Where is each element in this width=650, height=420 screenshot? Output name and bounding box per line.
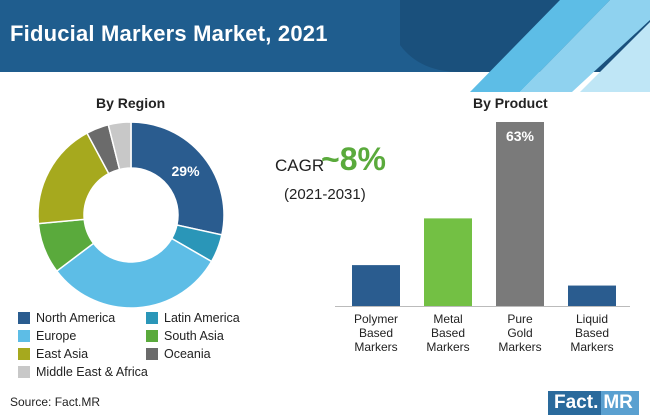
region-legend: North America Latin America Europe South As… [18, 311, 268, 383]
source-note: Source: Fact.MR [10, 395, 101, 409]
region-donut-chart: 29% [37, 121, 225, 309]
factmr-logo: Fact. MR [548, 391, 639, 415]
legend-label: Middle East & Africa [36, 365, 148, 379]
cagr-label: CAGR [275, 156, 325, 175]
bar-category-label: Liquid [576, 312, 608, 326]
bar-category-label: Pure [507, 312, 533, 326]
donut-slice-middle-east-africa [107, 121, 132, 171]
page-title: Fiducial Markers Market, 2021 [10, 21, 328, 46]
cagr-value: ~8% [321, 141, 386, 177]
legend-label: Europe [36, 329, 77, 343]
legend-label: Oceania [164, 347, 211, 361]
legend-item: Oceania [146, 347, 211, 361]
donut-slice-north-america [130, 121, 225, 236]
legend-item: North America [18, 311, 115, 325]
legend-item: East Asia [18, 347, 88, 361]
legend-label: East Asia [36, 347, 89, 361]
legend-item: Europe [18, 329, 76, 343]
legend-label: North America [36, 311, 116, 325]
cagr-period: (2021-2031) [284, 186, 366, 203]
bar-category-label: Based [575, 326, 609, 340]
legend-swatch [18, 366, 30, 378]
bar-category-label: Markers [570, 340, 613, 354]
bar-category-label: Polymer [354, 312, 398, 326]
bar-category-label: Based [431, 326, 465, 340]
legend-swatch [18, 348, 30, 360]
legend-swatch [146, 312, 158, 324]
legend-swatch [18, 312, 30, 324]
legend-label: South Asia [164, 329, 224, 343]
product-section-label: By Product [473, 95, 548, 111]
bar-2 [424, 218, 472, 306]
bar-category-label: Markers [354, 340, 397, 354]
bar-category-label: Gold [507, 326, 532, 340]
bar-category-label: Markers [498, 340, 541, 354]
header-background [0, 0, 650, 92]
legend-item: South Asia [146, 329, 224, 343]
bar-data-label: 63% [506, 128, 535, 144]
bar-category-label: Markers [426, 340, 469, 354]
bar-category-label: Metal [433, 312, 462, 326]
bar-3 [496, 122, 544, 306]
bar-category-label: Based [359, 326, 393, 340]
bar-4 [568, 285, 616, 306]
legend-item: Latin America [146, 311, 240, 325]
legend-label: Latin America [164, 311, 240, 325]
bar-1 [352, 265, 400, 306]
legend-swatch [18, 330, 30, 342]
product-bar-chart: PolymerBasedMarkersMetalBasedMarkers63%P… [335, 122, 630, 354]
legend-item: Middle East & Africa [18, 365, 148, 379]
header-banner: Fiducial Markers Market, 2021 [0, 0, 650, 92]
region-section-label: By Region [96, 95, 166, 111]
donut-slice-europe [55, 237, 213, 309]
logo-part-2: MR [601, 391, 639, 415]
donut-data-label: 29% [172, 163, 201, 179]
legend-swatch [146, 348, 158, 360]
legend-swatch [146, 330, 158, 342]
logo-part-1: Fact. [548, 391, 602, 415]
